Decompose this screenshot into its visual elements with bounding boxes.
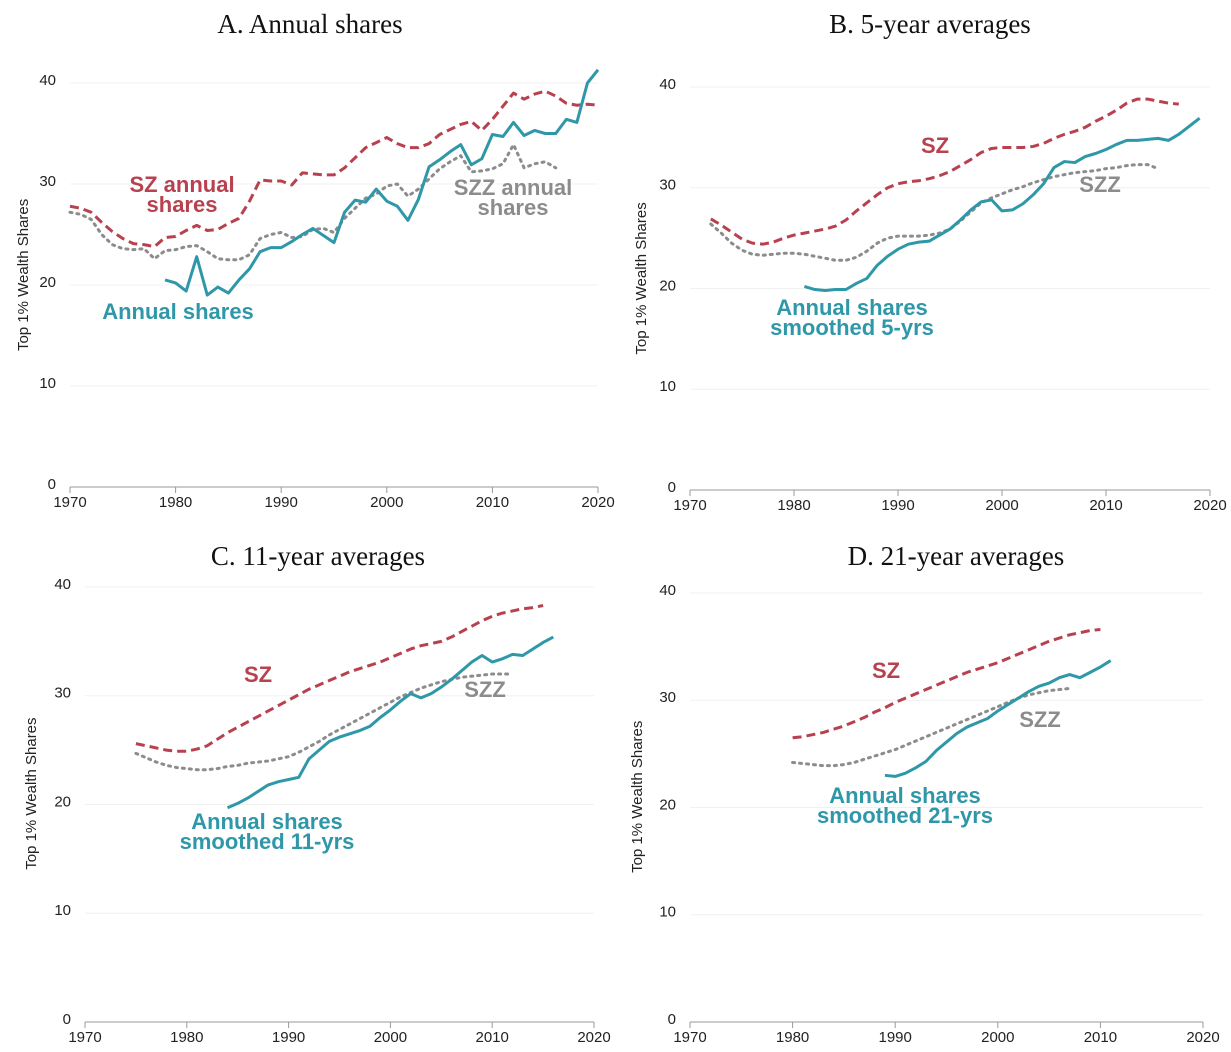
x-tick-label: 1980 (170, 1029, 203, 1046)
y-tick-label: 30 (659, 177, 676, 194)
series-label: Annual shares (102, 299, 254, 324)
series-line (135, 604, 544, 753)
x-tick-label: 2000 (981, 1029, 1014, 1046)
x-tick-label: 2010 (476, 1029, 509, 1046)
y-tick-label: 40 (659, 76, 676, 93)
series-line (709, 163, 1160, 262)
x-tick-label: 1980 (777, 497, 810, 514)
series-label: SZZ (464, 677, 506, 702)
y-tick-label: 10 (659, 904, 676, 921)
series-label: SZ annual shares (129, 172, 235, 217)
y-tick-label: 20 (39, 274, 56, 291)
y-axis-label: Top 1% Wealth Shares (629, 721, 646, 873)
x-tick-label: 1970 (673, 497, 706, 514)
y-tick-label: 40 (54, 576, 71, 593)
y-tick-label: 0 (48, 476, 56, 493)
y-tick-label: 20 (54, 793, 71, 810)
x-tick-label: 2020 (577, 1029, 610, 1046)
y-axis-label: Top 1% Wealth Shares (23, 717, 40, 869)
x-tick-label: 2000 (985, 497, 1018, 514)
x-tick-label: 2020 (1193, 497, 1226, 514)
y-tick-label: 0 (668, 1011, 676, 1028)
series-line (226, 635, 554, 810)
x-tick-label: 1990 (272, 1029, 305, 1046)
y-tick-label: 20 (659, 796, 676, 813)
x-tick-label: 1980 (159, 494, 192, 511)
x-tick-label: 2010 (1089, 497, 1122, 514)
y-tick-label: 30 (659, 689, 676, 706)
y-tick-label: 10 (39, 375, 56, 392)
y-tick-label: 10 (659, 378, 676, 395)
series-line (710, 97, 1179, 246)
y-axis-label: Top 1% Wealth Shares (633, 202, 650, 354)
y-tick-label: 10 (54, 902, 71, 919)
panel-title: A. Annual shares (217, 9, 402, 39)
y-tick-label: 40 (659, 582, 676, 599)
series-label: SZ (920, 133, 950, 158)
x-tick-label: 2020 (581, 494, 614, 511)
series-label: SZZ (1019, 707, 1061, 732)
x-tick-label: 2020 (1186, 1029, 1219, 1046)
x-tick-label: 2000 (374, 1029, 407, 1046)
series-label: Annual shares smoothed 21-yrs (816, 783, 994, 828)
series-line (69, 89, 599, 249)
x-tick-label: 1970 (673, 1029, 706, 1046)
x-tick-label: 1990 (265, 494, 298, 511)
series-label: SZ (243, 662, 273, 687)
x-tick-label: 1980 (776, 1029, 809, 1046)
y-tick-label: 0 (668, 479, 676, 496)
x-tick-label: 1990 (881, 497, 914, 514)
y-axis-label: Top 1% Wealth Shares (15, 199, 32, 351)
series-line (164, 68, 600, 297)
series-label: Annual shares smoothed 11-yrs (179, 809, 355, 854)
y-tick-label: 20 (659, 277, 676, 294)
x-tick-label: 2000 (370, 494, 403, 511)
series-label: SZ (871, 658, 901, 683)
y-tick-label: 0 (63, 1011, 71, 1028)
x-tick-label: 1970 (53, 494, 86, 511)
series-label: SZZ annual shares (453, 175, 573, 220)
panel-title: C. 11-year averages (211, 541, 425, 571)
x-tick-label: 1970 (68, 1029, 101, 1046)
y-tick-label: 30 (39, 173, 56, 190)
series-label: Annual shares smoothed 5-yrs (770, 295, 934, 340)
series-label: SZZ (1079, 172, 1121, 197)
x-tick-label: 1990 (879, 1029, 912, 1046)
y-tick-label: 30 (54, 685, 71, 702)
panel-title: B. 5-year averages (829, 9, 1031, 39)
panel-title: D. 21-year averages (848, 541, 1065, 571)
series-line (884, 659, 1112, 778)
y-tick-label: 40 (39, 72, 56, 89)
x-tick-label: 2010 (476, 494, 509, 511)
series-line (803, 117, 1201, 293)
x-tick-label: 2010 (1084, 1029, 1117, 1046)
